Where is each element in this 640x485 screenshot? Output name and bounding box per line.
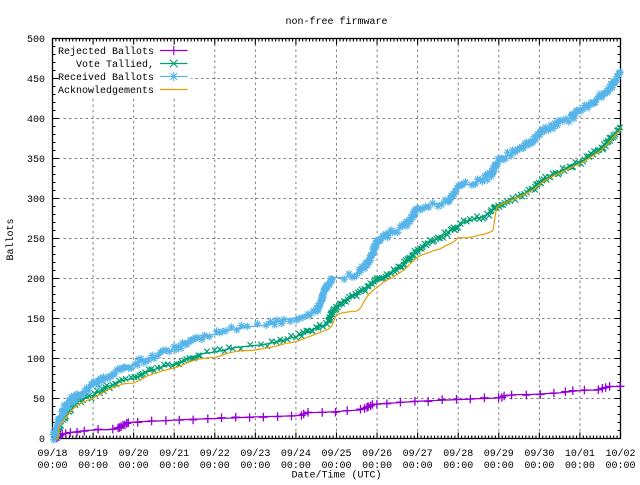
- svg-text:09/20: 09/20: [119, 448, 149, 460]
- svg-text:00:00: 00:00: [524, 461, 554, 472]
- svg-text:00:00: 00:00: [443, 461, 473, 472]
- svg-text:00:00: 00:00: [362, 461, 392, 472]
- svg-text:50: 50: [33, 395, 45, 406]
- svg-text:00:00: 00:00: [200, 461, 230, 472]
- svg-text:09/19: 09/19: [78, 448, 108, 460]
- svg-text:00:00: 00:00: [119, 461, 149, 472]
- svg-text:00:00: 00:00: [605, 461, 635, 472]
- svg-text:00:00: 00:00: [321, 461, 351, 472]
- svg-text:200: 200: [27, 275, 45, 286]
- svg-text:Rejected Ballots: Rejected Ballots: [58, 46, 154, 58]
- svg-text:150: 150: [27, 315, 45, 326]
- svg-text:00:00: 00:00: [37, 461, 67, 472]
- svg-text:00:00: 00:00: [565, 461, 595, 472]
- svg-text:500: 500: [27, 35, 45, 46]
- svg-text:Received Ballots: Received Ballots: [58, 72, 154, 84]
- svg-text:250: 250: [27, 235, 45, 246]
- svg-text:09/26: 09/26: [362, 448, 392, 460]
- svg-text:10/02: 10/02: [605, 448, 635, 460]
- svg-text:09/27: 09/27: [403, 448, 433, 460]
- svg-text:350: 350: [27, 155, 45, 166]
- svg-text:400: 400: [27, 115, 45, 126]
- svg-text:0: 0: [39, 435, 45, 446]
- svg-text:Acknowledgements: Acknowledgements: [58, 85, 154, 97]
- svg-text:10/01: 10/01: [565, 448, 595, 460]
- svg-text:Date/Time (UTC): Date/Time (UTC): [291, 470, 381, 481]
- svg-text:00:00: 00:00: [281, 461, 311, 472]
- svg-text:Vote Tallied,: Vote Tallied,: [76, 59, 154, 71]
- svg-text:300: 300: [27, 195, 45, 206]
- svg-text:09/28: 09/28: [443, 448, 473, 460]
- svg-text:00:00: 00:00: [240, 461, 270, 472]
- svg-text:09/18: 09/18: [37, 448, 67, 460]
- svg-text:non-free firmware: non-free firmware: [285, 16, 387, 28]
- svg-text:09/21: 09/21: [159, 448, 189, 460]
- svg-text:09/22: 09/22: [200, 448, 230, 460]
- svg-text:Ballots: Ballots: [5, 218, 17, 260]
- svg-text:09/25: 09/25: [321, 448, 351, 460]
- svg-text:00:00: 00:00: [78, 461, 108, 472]
- svg-text:09/30: 09/30: [524, 448, 554, 460]
- svg-text:00:00: 00:00: [159, 461, 189, 472]
- svg-text:09/23: 09/23: [240, 448, 270, 460]
- svg-text:100: 100: [27, 355, 45, 366]
- svg-text:09/29: 09/29: [484, 448, 514, 460]
- svg-text:09/24: 09/24: [281, 448, 311, 460]
- svg-text:00:00: 00:00: [484, 461, 514, 472]
- svg-text:450: 450: [27, 75, 45, 86]
- svg-text:00:00: 00:00: [403, 461, 433, 472]
